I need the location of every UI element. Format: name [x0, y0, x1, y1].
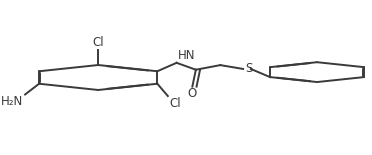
- Text: O: O: [188, 87, 197, 100]
- Text: HN: HN: [178, 49, 196, 62]
- Text: Cl: Cl: [170, 97, 181, 110]
- Text: S: S: [245, 62, 252, 75]
- Text: Cl: Cl: [92, 36, 104, 49]
- Text: H₂N: H₂N: [1, 95, 23, 108]
